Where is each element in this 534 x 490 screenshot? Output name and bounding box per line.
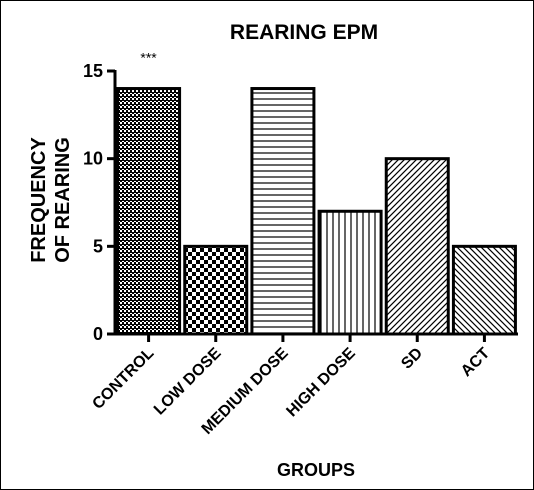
y-axis-label-line-2: OF REARING [52,137,74,263]
axes: 0 5 10 15 [83,61,518,344]
bar-low-dose [183,244,249,336]
x-tick-label: LOW DOSE [151,345,225,419]
bar-act [451,244,517,336]
chart-title: REARING EPM [230,21,378,44]
bars-group [116,87,517,336]
y-tick-label: 10 [83,149,103,169]
bar-high-dose [317,209,383,336]
significance-annotation: *** [140,50,157,66]
x-tick-label: HIGH DOSE [283,345,359,421]
y-tick-label: 0 [93,324,103,344]
bar-control [116,87,182,336]
x-axis-label: GROUPS [277,460,355,480]
y-axis-label-line-1: FREQUENCY [28,137,50,263]
y-tick-label: 5 [93,236,103,256]
x-tick-label: SD [398,345,426,373]
bar-medium-dose [250,87,316,336]
bar-sd [384,157,450,336]
x-tick-label: CONTROL [89,345,157,413]
y-tick-label: 15 [83,61,103,81]
x-tick-label: ACT [458,345,493,380]
